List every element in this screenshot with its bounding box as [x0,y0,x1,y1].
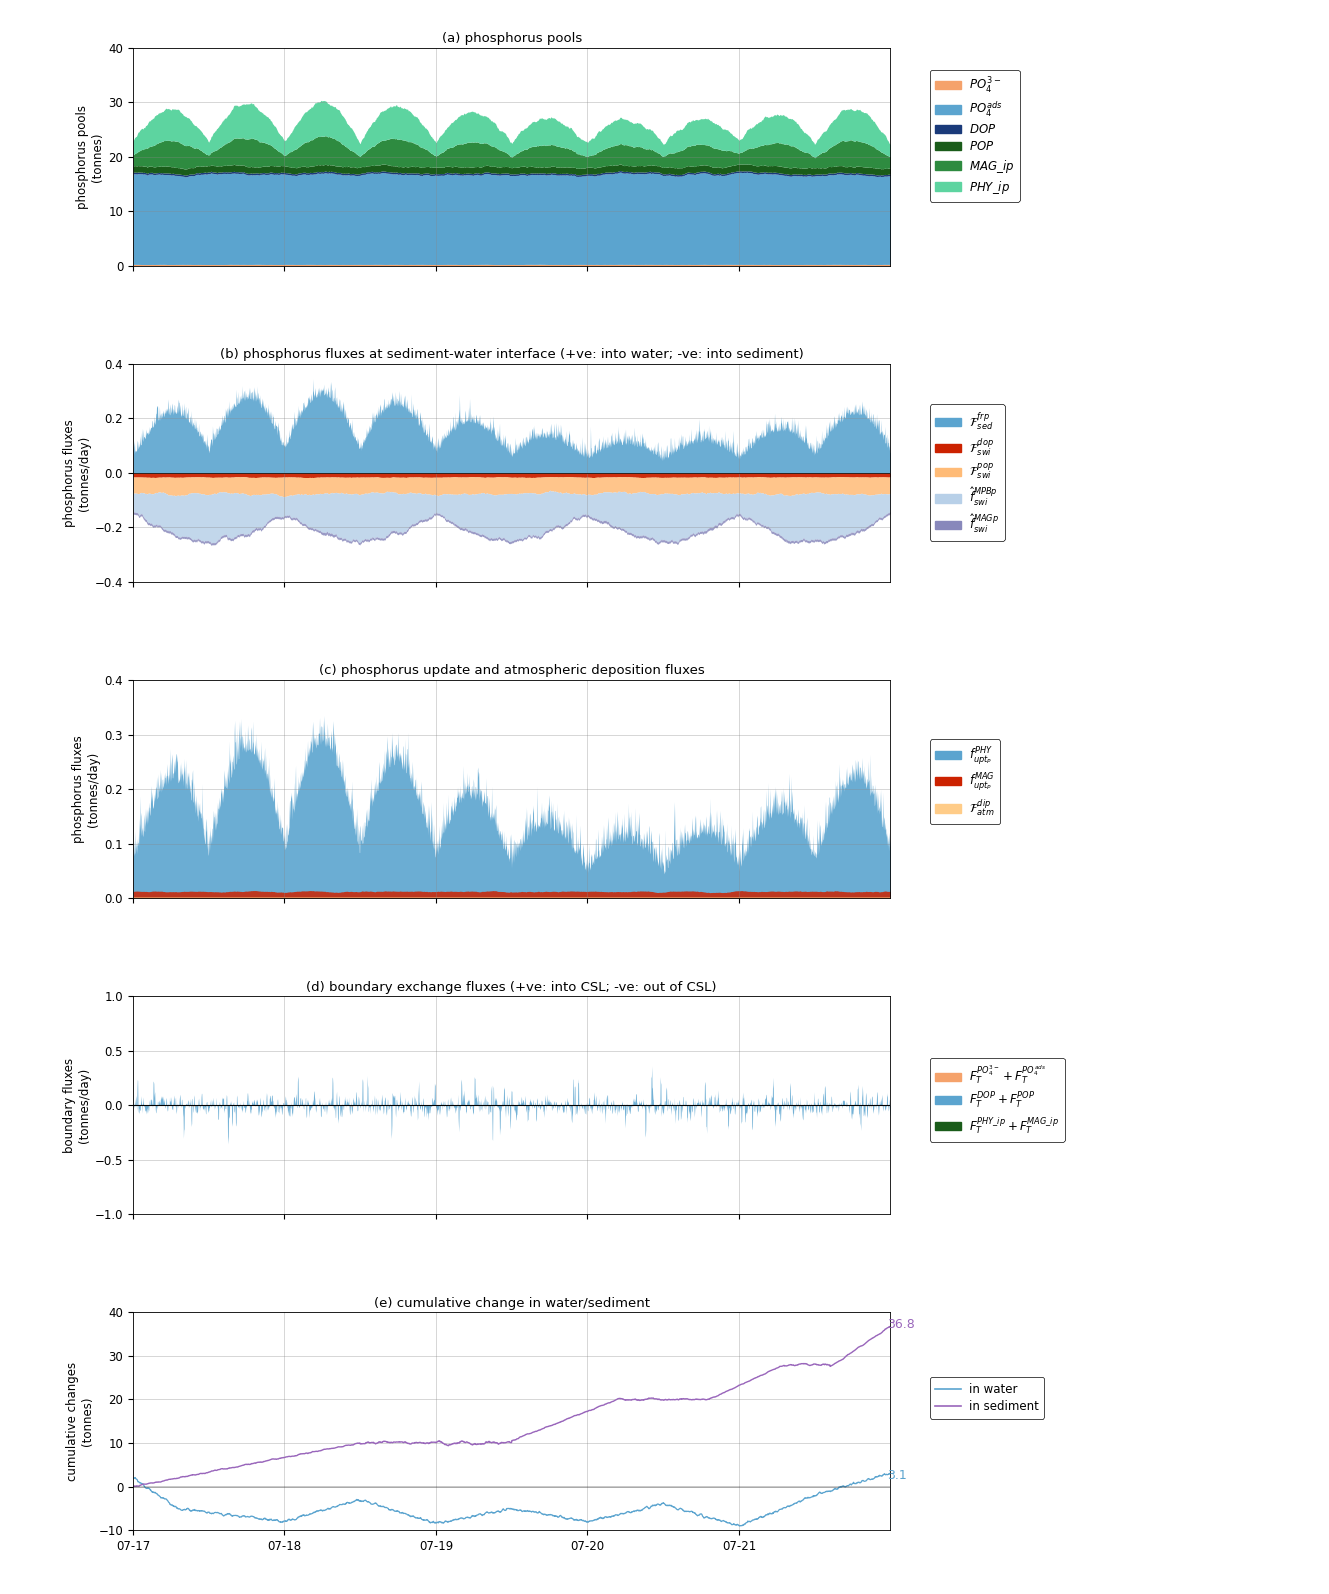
Legend: $F_T^{PO_4^{3-}}+F_T^{PO_4^{ads}}$, $F_T^{DOP}+F_T^{POP}$, $F_T^{PHY\_ip}+F_T^{M: $F_T^{PO_4^{3-}}+F_T^{PO_4^{ads}}$, $F_T… [929,1058,1065,1141]
Title: (c) phosphorus update and atmospheric deposition fluxes: (c) phosphorus update and atmospheric de… [319,665,704,677]
Legend: $\mathcal{F}_{sed}^{frp}$, $\mathcal{F}_{swi}^{dop}$, $\mathcal{F}_{swi}^{pop}$,: $\mathcal{F}_{sed}^{frp}$, $\mathcal{F}_… [929,405,1005,540]
Text: 3.1: 3.1 [888,1468,908,1482]
Legend: $PO_4^{3-}$, $PO_4^{ads}$, $DOP$, $POP$, $MAG\_ip$, $PHY\_ip$: $PO_4^{3-}$, $PO_4^{ads}$, $DOP$, $POP$,… [929,70,1019,201]
Legend: $f_{upt_P}^{PHY}$, $f_{upt_P}^{MAG}$, $\mathcal{F}_{atm}^{dip}$: $f_{upt_P}^{PHY}$, $f_{upt_P}^{MAG}$, $\… [929,740,1001,824]
Text: 36.8: 36.8 [888,1318,916,1331]
Y-axis label: cumulative changes
(tonnes): cumulative changes (tonnes) [66,1361,94,1481]
Y-axis label: phosphorus fluxes
(tonnes/day): phosphorus fluxes (tonnes/day) [62,419,90,526]
Title: (a) phosphorus pools: (a) phosphorus pools [441,32,582,45]
Title: (d) boundary exchange fluxes (+ve: into CSL; -ve: out of CSL): (d) boundary exchange fluxes (+ve: into … [307,980,716,993]
Title: (b) phosphorus fluxes at sediment-water interface (+ve: into water; -ve: into se: (b) phosphorus fluxes at sediment-water … [219,349,804,362]
Title: (e) cumulative change in water/sediment: (e) cumulative change in water/sediment [373,1296,650,1310]
Legend: in water, in sediment: in water, in sediment [929,1377,1045,1419]
Y-axis label: boundary fluxes
(tonnes/day): boundary fluxes (tonnes/day) [62,1057,90,1152]
Y-axis label: phosphorus pools
(tonnes): phosphorus pools (tonnes) [76,105,104,209]
Y-axis label: phosphorus fluxes
(tonnes/day): phosphorus fluxes (tonnes/day) [72,735,101,843]
